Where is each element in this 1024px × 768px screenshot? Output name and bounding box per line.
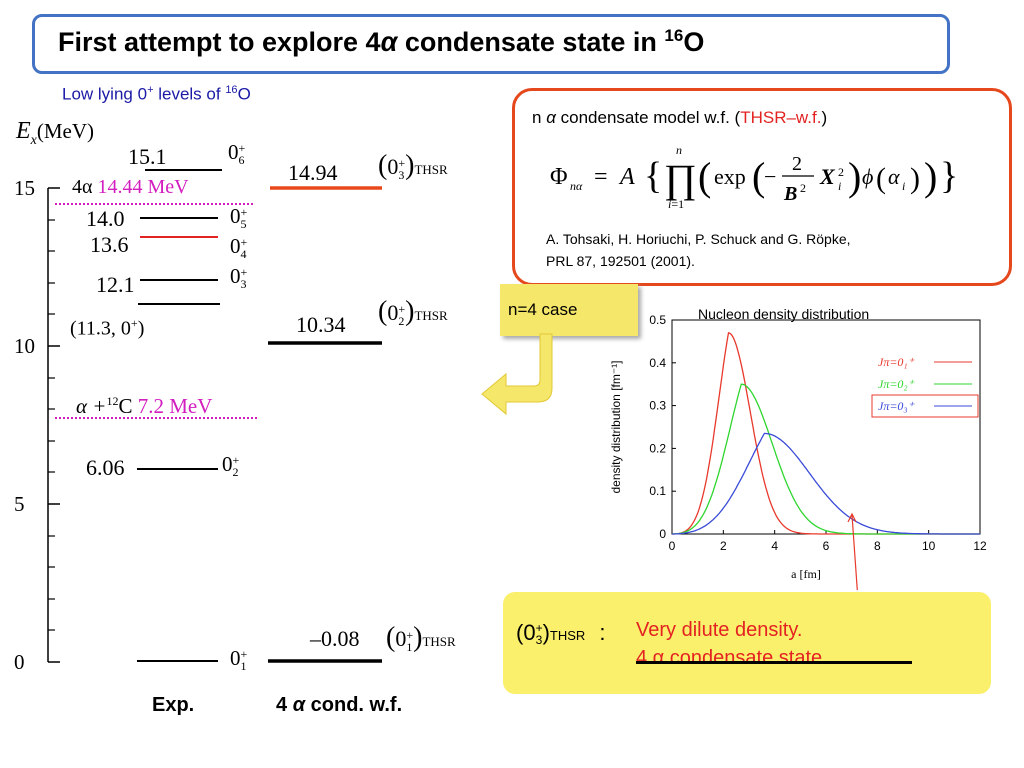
svg-text:n: n (676, 143, 682, 157)
svg-text:i: i (838, 179, 841, 193)
exp-state-03: 0+ 3 (230, 264, 248, 292)
result-underline (636, 661, 912, 664)
svg-text:i: i (902, 179, 905, 193)
n4-callout-label: n=4 case (508, 300, 578, 319)
thsr-state-01: (0+ 1)THSR (386, 622, 456, 654)
tick-5: 5 (14, 492, 25, 516)
svg-text:): ) (924, 154, 937, 199)
exp-state-02: 0+ 2 (222, 452, 240, 480)
n4-callout (500, 284, 638, 336)
plot-frame (671, 319, 981, 535)
thsr-energy-008: –0.08 (310, 626, 360, 651)
thsr-energy-1034: 10.34 (296, 312, 346, 337)
x-tick-label: 10 (922, 539, 936, 553)
svg-text:Φ: Φ (550, 164, 568, 190)
slide-subtitle: Low lying 0+ levels of 16O (62, 84, 251, 104)
svg-text:∏: ∏ (664, 156, 697, 201)
x-tick-label: 2 (720, 539, 727, 553)
four-alpha-label: 4α 14.44 MeV (72, 176, 189, 198)
tick-10: 10 (14, 334, 35, 358)
alpha-c12-label: α +12C 7.2 MeV (76, 394, 213, 418)
callout-arrow (481, 333, 553, 416)
svg-text:A: A (618, 164, 635, 190)
exp-column-label: Exp. (152, 694, 195, 716)
legend-label-3: Jπ=0₃⁺ (878, 399, 916, 413)
thsr-formula: Φ nα = A { ∏ n i=1 ( exp ( − 2 B 2 X 2 i… (550, 143, 958, 211)
exp-energy-151: 15.1 (128, 144, 167, 169)
y-tick-label: 0.1 (649, 484, 666, 498)
svg-text:): ) (848, 154, 861, 199)
result-line-2: 4 α condensate state (636, 647, 823, 669)
exp-energy-606: 6.06 (86, 455, 125, 480)
result-state-label: (0+ 3)THSR : (516, 620, 606, 648)
exp-energy-140: 14.0 (86, 206, 125, 231)
y-tick-label: 0.5 (649, 313, 666, 327)
y-tick-label: 0.2 (649, 441, 666, 455)
legend-label-2: Jπ=0₂⁺ (878, 377, 916, 391)
legend-label-1: Jπ=0₁⁺ (878, 355, 916, 369)
chart-xlabel: a [fm] (791, 567, 821, 581)
y-tick-label: 0.4 (649, 356, 666, 370)
exp-state-05: 0+ 5 (230, 204, 248, 232)
svg-text:(: ( (698, 154, 711, 199)
model-heading: n α condensate model w.f. (THSR–w.f.) (532, 108, 828, 127)
svg-text:nα: nα (570, 179, 583, 193)
x-tick-label: 12 (973, 539, 987, 553)
title-frame (32, 14, 950, 74)
svg-text:X: X (819, 164, 836, 189)
thsr-state-02: (0+ 2)THSR (378, 296, 448, 328)
svg-text:2: 2 (792, 153, 802, 175)
reference-line-1: A. Tohsaki, H. Horiuchi, P. Schuck and G… (546, 231, 851, 247)
exp-state-01: 0+ 1 (230, 646, 248, 674)
axis-label: Ex(MeV) (16, 118, 95, 148)
thsr-state-03: (0+ 3)THSR (378, 150, 448, 182)
exp-energy-121: 12.1 (96, 272, 135, 297)
series-line-1 (672, 331, 980, 535)
model-box (512, 88, 1012, 286)
chart-ylabel: density distribution [fm⁻¹] (609, 360, 623, 493)
svg-text:): ) (910, 162, 920, 195)
tick-15: 15 (14, 176, 35, 200)
exp-state-06: 0+ 6 (228, 140, 246, 168)
exp-state-04: 0+ 4 (230, 234, 248, 262)
reference: A. Tohsaki, H. Horiuchi, P. Schuck and G… (546, 228, 851, 272)
density-chart: Nucleon density distribution 0 2 4 6 8 10 12 0 0… (609, 306, 987, 590)
y-tick-label: 0.3 (649, 399, 666, 413)
legend-highlight-box (871, 394, 979, 418)
exp-energy-113: (11.3, 0+) (70, 316, 145, 340)
slide-title: First attempt to explore 4α condensate s… (58, 26, 705, 57)
y-tick-label: 0 (659, 527, 666, 541)
series-line-3 (672, 432, 980, 535)
thsr-energy-1494: 14.94 (288, 160, 338, 185)
x-tick-label: 0 (669, 539, 676, 553)
reference-line-2: PRL 87, 192501 (2001). (546, 253, 695, 269)
svg-text:{: { (644, 155, 662, 197)
svg-text:2: 2 (838, 165, 844, 179)
svg-text:exp: exp (714, 164, 746, 189)
chart-title: Nucleon density distribution (698, 306, 869, 322)
svg-text:i=1: i=1 (668, 197, 684, 211)
x-tick-label: 6 (823, 539, 830, 553)
exp-energy-136: 13.6 (90, 232, 129, 257)
svg-text:−: − (764, 164, 776, 189)
tick-0: 0 (14, 650, 25, 674)
cond-column-label: 4 α cond. w.f. (276, 694, 403, 716)
pointer-line (851, 514, 858, 590)
result-line-1: Very dilute density. (636, 619, 803, 641)
result-box (503, 592, 991, 694)
svg-text:ϕ: ϕ (862, 164, 873, 189)
x-tick-label: 8 (874, 539, 881, 553)
svg-text:(: ( (876, 162, 886, 195)
svg-text:B: B (783, 183, 797, 205)
x-tick-label: 4 (771, 539, 778, 553)
svg-text:(: ( (752, 154, 765, 199)
svg-text:}: } (940, 155, 958, 197)
svg-text:α: α (888, 164, 900, 189)
svg-text:2: 2 (800, 181, 806, 195)
svg-text:=: = (594, 164, 608, 190)
